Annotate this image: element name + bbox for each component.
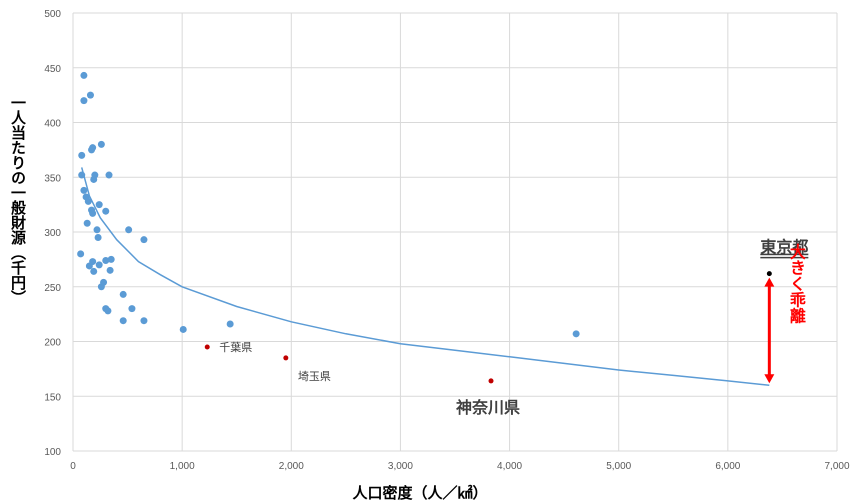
x-tick-label: 2,000	[279, 461, 304, 472]
grid-lines	[72, 12, 838, 452]
data-point	[104, 307, 112, 315]
data-point	[179, 325, 187, 333]
gap-arrow-head-down	[764, 374, 775, 384]
data-point	[86, 91, 94, 99]
data-point	[90, 267, 98, 275]
x-tick-label: 3,000	[388, 461, 413, 472]
data-point	[80, 97, 88, 105]
data-point	[91, 171, 99, 179]
data-point	[128, 305, 136, 313]
data-point	[97, 140, 105, 148]
x-tick-label: 7,000	[824, 461, 849, 472]
gap-label: 大きく乖離	[787, 243, 806, 325]
trendline-path	[80, 167, 770, 387]
x-tick-label: 5,000	[606, 461, 631, 472]
data-point	[140, 317, 148, 325]
y-tick-label: 200	[44, 338, 61, 349]
y-tick-label: 500	[44, 9, 61, 20]
data-point	[107, 255, 115, 263]
data-point	[572, 330, 580, 338]
data-point	[80, 186, 88, 194]
tick-labels: 100 150 200 250 300 350 400 450 500 0 1,000 2,000 3,…	[44, 9, 850, 472]
data-point	[83, 219, 91, 227]
x-axis-title: 人口密度（人／㎢）	[352, 484, 487, 502]
data-point	[84, 197, 92, 205]
x-tick-label: 0	[70, 461, 76, 472]
data-point	[89, 209, 97, 217]
y-tick-label: 150	[44, 392, 61, 403]
tokyo-label: 東京都	[760, 238, 808, 257]
prefecture-label: 千葉県	[219, 340, 252, 354]
gap-arrow-head-up	[764, 277, 775, 287]
x-tick-label: 4,000	[497, 461, 522, 472]
data-point	[765, 270, 773, 278]
data-point	[106, 266, 114, 274]
data-point	[226, 320, 234, 328]
data-point	[94, 233, 102, 241]
data-points	[77, 71, 773, 385]
y-tick-label: 250	[44, 283, 61, 294]
data-point	[119, 317, 127, 325]
data-point	[89, 144, 97, 152]
y-tick-label: 350	[44, 173, 61, 184]
x-tick-label: 6,000	[715, 461, 740, 472]
prefecture-label: 埼玉県	[298, 369, 331, 383]
data-point	[78, 171, 86, 179]
data-point	[119, 290, 127, 298]
y-tick-label: 300	[44, 228, 61, 239]
data-point	[78, 151, 86, 159]
data-point	[80, 71, 88, 79]
data-point	[93, 226, 101, 234]
y-tick-label: 100	[44, 447, 61, 458]
y-tick-label: 400	[44, 119, 61, 130]
data-point	[95, 201, 103, 209]
data-point	[105, 171, 113, 179]
data-point	[102, 256, 110, 264]
y-axis-title: 一人当たりの一般財源（千円）	[9, 95, 27, 305]
data-point	[487, 377, 495, 385]
data-point	[89, 258, 97, 266]
y-tick-label: 450	[44, 64, 61, 75]
data-point	[95, 261, 103, 269]
data-point	[100, 278, 108, 286]
data-point	[140, 236, 148, 244]
data-point	[125, 226, 133, 234]
data-point	[77, 250, 85, 258]
x-tick-label: 1,000	[170, 461, 195, 472]
data-point	[282, 354, 290, 362]
prefecture-label: 神奈川県	[456, 398, 520, 417]
trendline	[80, 167, 770, 387]
data-point	[203, 343, 211, 351]
data-point	[102, 207, 110, 215]
